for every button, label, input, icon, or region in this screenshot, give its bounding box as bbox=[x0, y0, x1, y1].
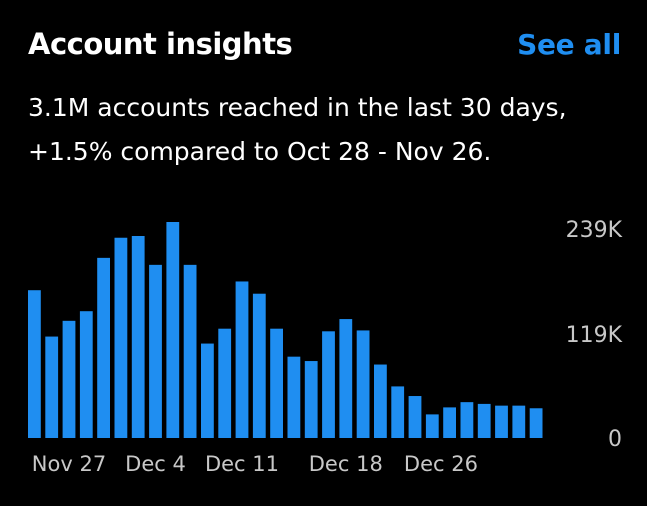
y-axis-ticks: 0 119K 239K bbox=[566, 218, 623, 452]
bar-dec-4 bbox=[149, 264, 162, 438]
bar-dec-25 bbox=[512, 405, 526, 438]
bar-dec-2 bbox=[114, 237, 128, 438]
y-tick-label: 0 bbox=[608, 427, 622, 452]
bar-dec-6 bbox=[183, 264, 197, 438]
bar-dec-5 bbox=[166, 222, 180, 438]
bar-dec-9 bbox=[235, 281, 249, 438]
bar-dec-3 bbox=[131, 236, 145, 438]
bar-dec-26 bbox=[529, 408, 543, 438]
bar-dec-23 bbox=[477, 403, 491, 438]
card-title: Account insights bbox=[28, 27, 293, 61]
bar-dec-17 bbox=[374, 364, 387, 438]
bar-dec-18 bbox=[391, 386, 405, 438]
bar-dec-24 bbox=[495, 405, 508, 438]
x-tick-label: Dec 26 bbox=[404, 452, 478, 476]
summary-line-2: +1.5% compared to Oct 28 - Nov 26. bbox=[28, 137, 492, 166]
bar-nov-28 bbox=[45, 336, 59, 438]
x-tick-label: Dec 18 bbox=[309, 452, 383, 476]
bars-group bbox=[28, 222, 543, 438]
bar-dec-14 bbox=[322, 331, 335, 438]
bar-nov-27 bbox=[28, 290, 41, 438]
bar-dec-8 bbox=[218, 328, 232, 438]
card-header: Account insights See all bbox=[28, 22, 621, 66]
bar-dec-7 bbox=[201, 343, 214, 438]
see-all-link[interactable]: See all bbox=[517, 27, 621, 61]
bar-dec-10 bbox=[252, 293, 266, 438]
x-axis-ticks: Nov 27 Dec 4 Dec 11 Dec 18 Dec 26 bbox=[32, 452, 478, 476]
y-tick-label: 119K bbox=[566, 323, 623, 348]
bar-dec-16 bbox=[356, 330, 370, 438]
x-tick-label: Dec 11 bbox=[205, 452, 279, 476]
y-tick-label: 239K bbox=[566, 218, 623, 243]
bar-dec-13 bbox=[304, 361, 318, 438]
bar-dec-12 bbox=[287, 356, 301, 438]
bar-nov-29 bbox=[62, 320, 76, 438]
bar-dec-22 bbox=[460, 402, 474, 438]
summary-line-1: 3.1M accounts reached in the last 30 day… bbox=[28, 93, 567, 122]
bar-dec-21 bbox=[443, 407, 456, 438]
bar-dec-19 bbox=[408, 396, 422, 438]
bar-dec-20 bbox=[425, 414, 439, 438]
bar-nov-30 bbox=[79, 311, 93, 438]
bar-dec-15 bbox=[339, 319, 353, 438]
x-tick-label: Nov 27 bbox=[32, 452, 106, 476]
bar-dec-11 bbox=[270, 328, 283, 438]
bar-dec-1 bbox=[97, 257, 110, 438]
x-tick-label: Dec 4 bbox=[125, 452, 186, 476]
reach-summary: 3.1M accounts reached in the last 30 day… bbox=[28, 86, 628, 174]
